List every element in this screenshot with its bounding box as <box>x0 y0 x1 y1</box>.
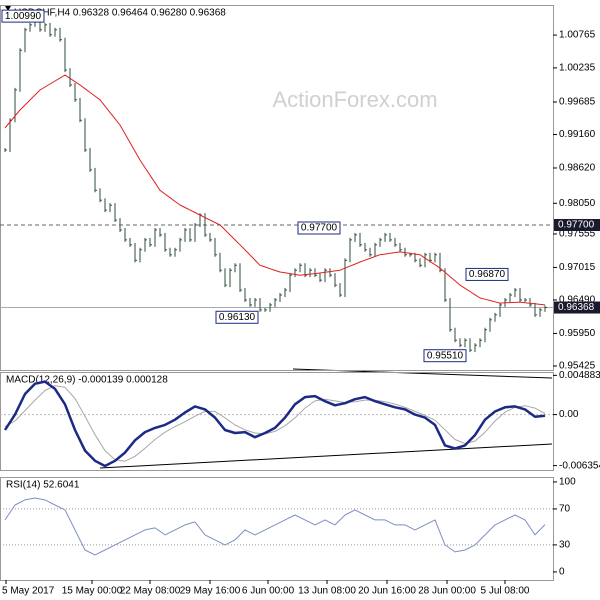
x-tick-label: 6 Jun 00:00 <box>242 586 295 597</box>
x-tick-label: 28 Jun 00:00 <box>418 586 476 597</box>
y-tick-label: 0 <box>559 567 565 578</box>
y-tick-label: 0.99685 <box>559 97 596 108</box>
series-line <box>4 497 546 556</box>
annotation-box <box>423 349 467 363</box>
annotation-label: 0.96130 <box>219 312 256 323</box>
y-tick-label: 1.00765 <box>559 30 596 41</box>
series-line <box>4 74 546 306</box>
y-tick-label: 0.99160 <box>559 129 596 140</box>
series-line <box>4 385 546 462</box>
y-tick-label: 0.97555 <box>559 229 596 240</box>
price-tag <box>554 301 600 314</box>
y-tick-label: 0.00 <box>559 409 579 420</box>
price-tag-label: 0.96368 <box>558 302 595 313</box>
y-tick-label: 100 <box>559 477 576 488</box>
annotation-label: 0.96870 <box>469 269 506 280</box>
watermark: ActionForex.com <box>272 87 437 112</box>
annotation-label: 0.95510 <box>427 350 464 361</box>
panel-title: USDCHF,H4 0.96328 0.96464 0.96280 0.9636… <box>14 8 226 19</box>
y-tick-label: 0.95950 <box>559 328 596 339</box>
x-tick-label: 5 May 2017 <box>2 586 55 597</box>
y-tick-label: 70 <box>559 504 571 515</box>
y-tick-label: -0.006354 <box>559 460 600 471</box>
series-line <box>3 380 546 468</box>
x-tick-label: 13 Jun 08:00 <box>298 586 356 597</box>
panel-title: RSI(14) 52.6041 <box>6 480 80 491</box>
x-tick-label: 20 Jun 16:00 <box>358 586 416 597</box>
annotation-box <box>297 221 341 235</box>
x-tick-label: 5 Jul 08:00 <box>481 586 530 597</box>
y-tick-label: 0.96490 <box>559 295 596 306</box>
annotation-box <box>465 267 509 281</box>
annotation-box <box>215 310 259 324</box>
panel-frame <box>0 372 554 471</box>
y-tick-label: 0.98620 <box>559 163 596 174</box>
annotation-box <box>1 9 45 23</box>
x-tick-label: 15 May 00:00 <box>62 586 123 597</box>
x-tick-label: 22 May 08:00 <box>120 586 181 597</box>
y-tick-label: 0.004883 <box>559 370 600 381</box>
panel-frame <box>0 477 554 581</box>
x-tick-label: 29 May 16:00 <box>180 586 241 597</box>
y-tick-label: 1.00235 <box>559 63 596 74</box>
trend-line <box>99 443 553 469</box>
menu-icon <box>5 6 11 11</box>
y-tick-label: 0.95425 <box>559 361 596 372</box>
price-tag-label: 0.97700 <box>558 220 595 231</box>
annotation-label: 1.00990 <box>5 11 42 22</box>
price-tag <box>554 218 600 231</box>
y-tick-label: 30 <box>559 540 571 551</box>
panel-frame <box>0 5 554 371</box>
panel-title: MACD(12,26,9) -0.000139 0.000128 <box>6 375 168 386</box>
y-tick-label: 0.98050 <box>559 198 596 209</box>
y-tick-label: 0.97015 <box>559 262 596 273</box>
annotation-label: 0.97700 <box>301 223 338 234</box>
